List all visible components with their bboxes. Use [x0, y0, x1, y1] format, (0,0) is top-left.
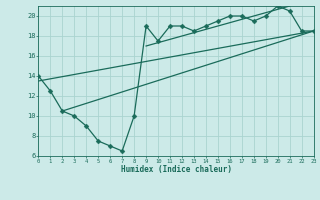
- X-axis label: Humidex (Indice chaleur): Humidex (Indice chaleur): [121, 165, 231, 174]
